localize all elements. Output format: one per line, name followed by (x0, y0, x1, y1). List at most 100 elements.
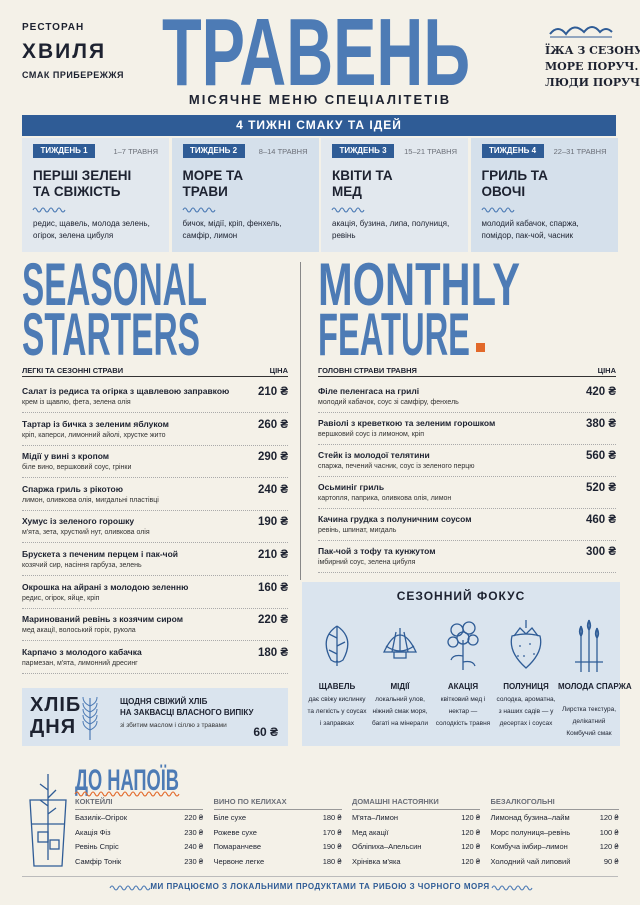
drink-name: Лимонад бузина–лайм (490, 813, 570, 822)
focus-name: ПОЛУНИЦЯ (503, 682, 549, 691)
drink-price: 100 ₴ (599, 827, 619, 837)
glass-icon (29, 774, 67, 867)
dish-name: Окрошка на айрані з молодою зеленню (22, 581, 189, 592)
drinks-title: ДО НАПОЇВ (75, 764, 179, 797)
dish-price: 290 ₴ (257, 451, 288, 464)
week-label: ТИЖДЕНЬ 1 (40, 146, 88, 155)
starters-title-box: STARTERS (22, 301, 200, 368)
starters-title: SEASONAL (22, 251, 207, 318)
feature-dot (476, 343, 485, 352)
week-theme: КВІТИ ТА (332, 168, 393, 183)
dish-name: Карпачо з молодого кабачка (22, 646, 142, 657)
dotted-rule (22, 607, 288, 609)
motto-line: ЛЮДИ ПОРУЧ. (545, 76, 640, 89)
drink-name: Морс полуниця–ревінь (490, 827, 571, 837)
drink-name: М'ята–Лимон (352, 813, 399, 822)
month-title: ТРАВЕНЬ (162, 0, 470, 106)
drink-price: 120 ₴ (599, 813, 619, 822)
drink-name: Обліпиха–Апельсин (352, 842, 422, 851)
dish-price: 210 ₴ (257, 549, 288, 561)
motto-line: МОРЕ ПОРУЧ. (545, 60, 639, 73)
week-theme: ТА СВІЖІСТЬ (33, 184, 121, 199)
wave-ornament (74, 791, 180, 797)
week-theme: ОВОЧІ (481, 184, 526, 199)
drink-price: 120 ₴ (461, 827, 480, 837)
subtitle: МІСЯЧНЕ МЕНЮ СПЕЦІАЛІТЕТІВ (188, 92, 452, 107)
focus-icon (325, 625, 349, 666)
week-theme: МЕД (332, 184, 362, 199)
feature-title-box: FEATURE (318, 301, 470, 368)
wave-ornament (182, 207, 215, 213)
week-label-bg (481, 144, 544, 158)
dotted-rule (22, 542, 288, 544)
focus-icon (575, 619, 603, 672)
dotted-rule (318, 444, 616, 445)
dotted-rule (318, 508, 616, 509)
dish-price: 210 ₴ (257, 386, 288, 398)
week-ingredients: редис, щавель, молода зелень, огірок, зе… (33, 219, 150, 240)
bread-title: ХЛІБ (30, 694, 82, 716)
dish-price: 260 ₴ (257, 418, 288, 431)
wave-logo (549, 26, 613, 38)
rule (22, 376, 288, 377)
dish-desc: пармезан, м'ята, лимонний дресинг (22, 659, 138, 667)
rule (318, 376, 616, 377)
footer-text: МИ ПРАЦЮЄМО З ЛОКАЛЬНИМИ ПРОДУКТАМИ ТА Р… (150, 882, 490, 891)
dish-name: Стейк із молодої телятини (318, 450, 430, 460)
drink-name: Самфір Тонік (75, 856, 122, 866)
dish-price: 380 ₴ (585, 418, 616, 430)
week-theme: ПЕРШІ ЗЕЛЕНІ (33, 168, 132, 183)
bread-note: зі збитим маслом і сіллю з травами (120, 722, 227, 729)
drink-price: 120 ₴ (461, 842, 480, 851)
starters-title: STARTERS (22, 301, 200, 368)
drink-price: 180 ₴ (322, 813, 342, 822)
drink-price: 230 ₴ (184, 856, 203, 866)
dish-name: Філе пеленгаса на грилі (318, 386, 420, 396)
rule (490, 809, 619, 810)
wheat-icon (82, 696, 98, 740)
month-title-box: ТРАВЕНЬ (162, 0, 470, 106)
dish-name: Равіолі з креветкою та зеленим горошком (318, 418, 496, 428)
restaurant-kicker: РЕСТОРАН (22, 22, 85, 33)
dish-desc: козячий сир, насіння гарбуза, зелень (22, 562, 142, 569)
drink-price: 120 ₴ (599, 842, 619, 851)
focus-desc: локальний улов, ніжний смак моря, багаті… (372, 696, 428, 727)
dish-price: 520 ₴ (585, 482, 616, 494)
dish-price: 460 ₴ (585, 514, 616, 526)
weeks-banner (22, 115, 616, 136)
dotted-rule (22, 509, 288, 511)
focus-box (302, 582, 620, 746)
wave-ornament (32, 207, 66, 213)
dotted-rule (22, 640, 288, 642)
drink-price: 90 ₴ (603, 856, 619, 866)
drink-price: 120 ₴ (461, 813, 480, 822)
dish-name: Хумус із зеленого горошку (22, 516, 135, 527)
dish-desc: кріп, каперси, лимонний айолі, хрустке ж… (22, 431, 166, 439)
dish-desc: м'ята, зета, хрусткий нут, оливкова олія (22, 529, 150, 537)
week-dates: 8–14 ТРАВНЯ (258, 147, 308, 156)
drink-name: Ревінь Спріс (75, 842, 119, 851)
dish-price: 160 ₴ (257, 581, 288, 594)
dish-name: Брускета з печеним перцем і пак-чой (22, 549, 179, 559)
focus-desc: квітковий мед і нектар — солодкість трав… (435, 696, 491, 727)
footer-rule (22, 876, 618, 877)
feature-title: FEATURE (318, 301, 470, 368)
rule (213, 809, 342, 810)
dotted-rule (318, 412, 616, 413)
dotted-rule (22, 672, 288, 674)
price-label: ЦІНА (597, 366, 616, 375)
week-theme: ТРАВИ (182, 184, 228, 199)
drink-group-title: ВИНО ПО КЕЛИХАХ (213, 797, 287, 806)
drink-price: 170 ₴ (322, 827, 342, 837)
dish-price: 420 ₴ (585, 386, 616, 398)
bread-title: ДНЯ (30, 716, 77, 738)
dish-price: 180 ₴ (257, 646, 288, 659)
drink-price: 220 ₴ (184, 813, 203, 822)
dish-name: Пак-чой з тофу та кунжутом (318, 546, 436, 556)
week-dates: 1–7 ТРАВНЯ (113, 147, 158, 156)
dish-name: Качина грудка з полуничним соусом (318, 514, 472, 524)
dotted-rule (22, 444, 288, 446)
motto-line: ЇЖА З СЕЗОНУ. (545, 44, 640, 57)
rule (75, 809, 203, 810)
